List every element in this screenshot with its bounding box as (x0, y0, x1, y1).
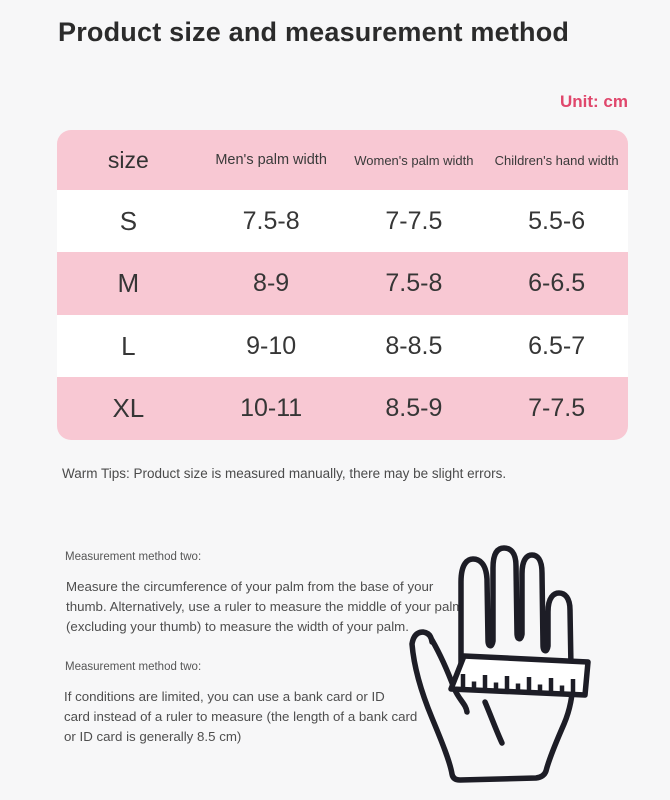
size-table: size Men's palm width Women's palm width… (57, 130, 628, 440)
cell-children: 5.5-6 (528, 206, 586, 235)
page-title: Product size and measurement method (58, 17, 570, 47)
method-two-line-2: card instead of a ruler to measure (the … (64, 709, 418, 724)
measurement-method-two-label: Measurement method two: (65, 661, 202, 673)
measurement-method-two-text: If conditions are limited, you can use a… (64, 687, 417, 747)
cell-children: 7-7.5 (528, 394, 586, 422)
header-size: size (107, 146, 149, 173)
ruler-ticks (460, 674, 576, 694)
cell-children: 6.5-7 (528, 331, 586, 360)
table-row-l: L 9-10 8-8.5 6.5-7 (57, 315, 628, 377)
method-one-line-2: thumb. Alternatively, use a ruler to mea… (66, 599, 464, 614)
table-row-xl: XL 10-11 8.5-9 7-7.5 (57, 377, 628, 440)
cell-women: 8.5-9 (385, 394, 443, 422)
ruler (448, 653, 591, 698)
fingers-outline (458, 545, 574, 671)
cell-size: M (117, 268, 140, 298)
header-women-palm-width: Women's palm width (354, 152, 474, 168)
table-row-s: S 7.5-8 7-7.5 5.5-6 (57, 190, 628, 252)
method-two-line-1: If conditions are limited, you can use a… (64, 689, 385, 704)
measurement-method-one-text: Measure the circumference of your palm f… (66, 577, 463, 637)
cell-women: 8-8.5 (385, 331, 443, 360)
cell-men: 8-9 (253, 269, 290, 297)
header-children-hand-width: Children's hand width (494, 152, 619, 168)
warm-tips-note: Warm Tips: Product size is measured manu… (62, 466, 507, 481)
method-one-line-3: (excluding your thumb) to measure the wi… (66, 619, 409, 634)
cell-size: XL (112, 393, 145, 423)
cell-children: 6-6.5 (528, 269, 586, 297)
hand-with-ruler-illustration (409, 545, 591, 783)
cell-men: 9-10 (246, 331, 297, 360)
cell-women: 7.5-8 (385, 269, 443, 297)
cell-size: L (121, 330, 136, 361)
cell-size: S (119, 205, 138, 236)
cell-men: 10-11 (240, 394, 303, 422)
table-row-m: M 8-9 7.5-8 6-6.5 (57, 252, 628, 315)
cell-men: 7.5-8 (242, 206, 300, 235)
unit-label: Unit: cm (560, 92, 628, 111)
size-table-header-row: size Men's palm width Women's palm width… (57, 130, 628, 190)
palm-crease-line (482, 699, 505, 746)
method-one-line-1: Measure the circumference of your palm f… (66, 579, 434, 594)
measurement-method-one-label: Measurement method two: (65, 551, 202, 563)
cell-women: 7-7.5 (385, 206, 443, 235)
method-two-line-3: or ID card is generally 8.5 cm) (64, 729, 242, 744)
header-men-palm-width: Men's palm width (215, 152, 327, 168)
palm-thumb-outline (409, 629, 575, 783)
